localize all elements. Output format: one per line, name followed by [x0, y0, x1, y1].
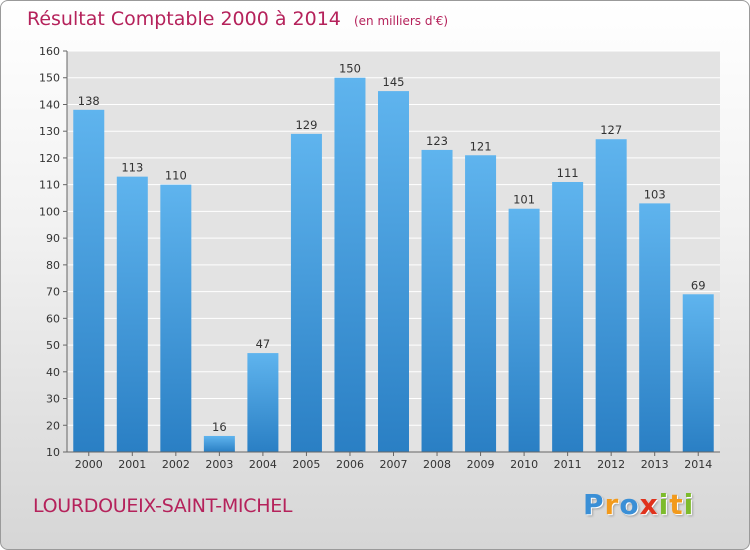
bar [334, 77, 366, 452]
y-tick-label: 70 [46, 286, 60, 299]
bar [73, 109, 105, 453]
bar [378, 91, 409, 452]
logo-letter: x [639, 488, 659, 521]
bar-value-label: 150 [339, 62, 361, 76]
axes: 10 20 30 40 50 60 70 80 90 100 110 120 130 140 150 160 2… [39, 45, 720, 471]
bar-value-label: 145 [383, 75, 405, 89]
y-tick-label: 60 [46, 312, 60, 325]
y-tick-label: 80 [46, 259, 60, 272]
y-tick-label: 140 [39, 98, 60, 111]
bar-value-label: 110 [165, 169, 187, 183]
y-tick-label: 110 [39, 179, 60, 192]
bar [595, 139, 627, 452]
logo-letter: i [658, 488, 670, 521]
bar-value-label: 47 [256, 337, 271, 351]
x-tick-label: 2005 [292, 458, 320, 471]
proxiti-logo: Proxiti [583, 488, 694, 521]
bar [160, 184, 192, 452]
chart-title: Résultat Comptable 2000 à 2014 [27, 8, 341, 30]
bar [290, 133, 322, 452]
x-tick-label: 2007 [380, 458, 408, 471]
logo-letter: t [669, 488, 684, 521]
bar [508, 208, 540, 452]
y-tick-label: 150 [39, 72, 60, 85]
x-tick-label: 2008 [423, 458, 451, 471]
x-tick-label: 2009 [467, 458, 495, 471]
bar-value-label: 111 [557, 166, 579, 180]
bar-value-label: 113 [121, 161, 143, 175]
x-tick-label: 2013 [641, 458, 669, 471]
y-tick-label: 30 [46, 393, 60, 406]
bars: 138 113 110 16 47 129 150 145 123 121 101 111 127 103… [73, 62, 714, 453]
x-tick-label: 2000 [75, 458, 103, 471]
x-tick-label: 2012 [597, 458, 625, 471]
x-tick-label: 2010 [510, 458, 538, 471]
logo-letter: r [604, 488, 620, 521]
x-tick-label: 2003 [205, 458, 233, 471]
y-tick-label: 90 [46, 232, 60, 245]
bar [465, 155, 497, 452]
bar-value-label: 101 [513, 193, 535, 207]
logo-letter: i [683, 488, 695, 521]
y-tick-label: 130 [39, 125, 60, 138]
bar-value-label: 103 [644, 187, 666, 201]
bar [682, 294, 714, 452]
bar [116, 176, 148, 452]
bar [639, 203, 671, 452]
logo-letter: P [583, 488, 605, 521]
bar [247, 353, 279, 452]
y-tick-label: 160 [39, 45, 60, 58]
bar-value-label: 16 [212, 420, 227, 434]
x-tick-label: 2011 [554, 458, 582, 471]
x-tick-label: 2002 [162, 458, 190, 471]
x-tick-label: 2001 [118, 458, 146, 471]
x-tick-label: 2004 [249, 458, 277, 471]
y-tick-label: 100 [39, 205, 60, 218]
bar [552, 181, 584, 452]
bar [203, 435, 235, 452]
bar-value-label: 129 [295, 118, 317, 132]
chart-title-row: Résultat Comptable 2000 à 2014 (en milli… [27, 8, 448, 30]
bar-value-label: 69 [691, 278, 706, 292]
city-name: LOURDOUEIX-SAINT-MICHEL [33, 495, 293, 517]
y-tick-label: 120 [39, 152, 60, 165]
chart-unit: (en milliers d'€) [353, 14, 449, 28]
x-tick-label: 2014 [684, 458, 712, 471]
y-tick-label: 50 [46, 339, 60, 352]
x-tick-label: 2006 [336, 458, 364, 471]
bar-value-label: 127 [600, 123, 622, 137]
y-tick-label: 20 [46, 419, 60, 432]
logo-letter: o [619, 488, 640, 521]
bar-value-label: 121 [470, 139, 492, 153]
y-tick-label: 10 [46, 446, 60, 459]
bar [421, 149, 453, 452]
bar-value-label: 138 [78, 94, 100, 108]
y-tick-label: 40 [46, 366, 60, 379]
bar-value-label: 123 [426, 134, 448, 148]
